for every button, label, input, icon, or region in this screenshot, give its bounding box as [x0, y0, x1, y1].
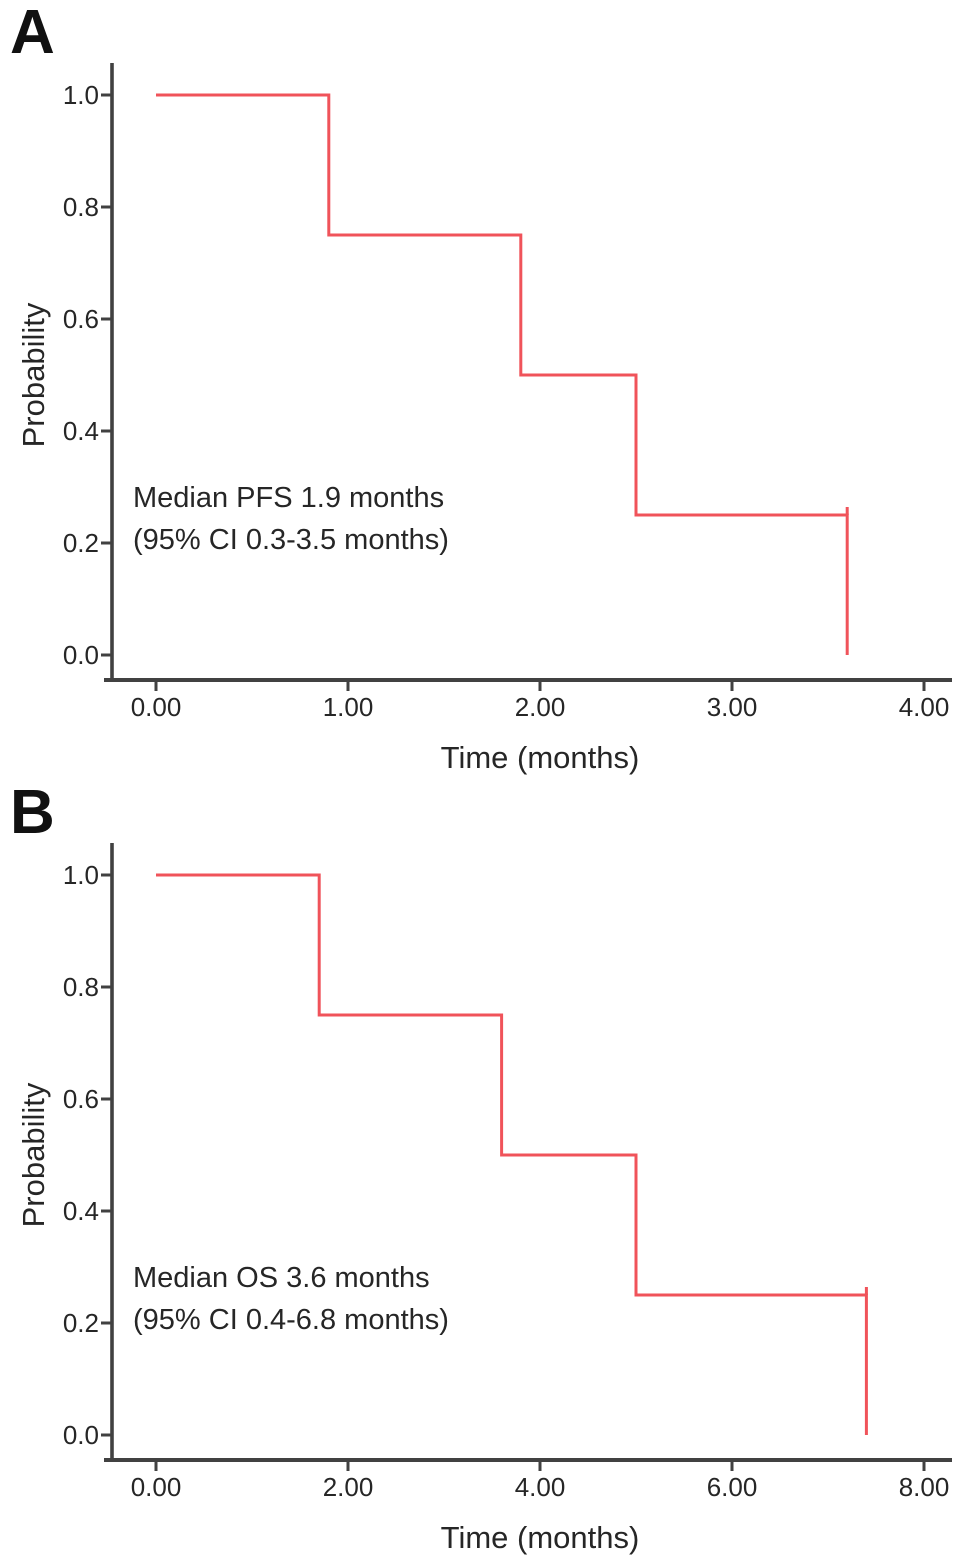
x-tick-label: 3.00	[707, 692, 758, 722]
x-tick-label: 0.00	[131, 1472, 182, 1502]
x-tick-label: 2.00	[515, 692, 566, 722]
y-axis-title: Probability	[16, 1082, 51, 1227]
median-annotation-line1: Median OS 3.6 months	[133, 1262, 430, 1294]
survival-curve	[156, 873, 868, 1435]
x-tick-label: 0.00	[131, 692, 182, 722]
y-tick-label: 0.0	[63, 640, 99, 670]
y-tick-label: 1.0	[63, 80, 99, 110]
median-annotation-line2: (95% CI 0.4-6.8 months)	[133, 1304, 449, 1336]
x-tick-label: 4.00	[515, 1472, 566, 1502]
y-tick-label: 0.6	[63, 1084, 99, 1114]
y-tick-label: 1.0	[63, 860, 99, 890]
y-tick-label: 0.8	[63, 192, 99, 222]
x-tick-label: 1.00	[323, 692, 374, 722]
median-annotation-line2: (95% CI 0.3-3.5 months)	[133, 524, 449, 556]
x-axis-title: Time (months)	[441, 1520, 640, 1555]
panel-a-letter: A	[10, 0, 56, 67]
y-tick-label: 0.2	[63, 1308, 99, 1338]
x-tick-label: 2.00	[323, 1472, 374, 1502]
panel-b-letter: B	[10, 778, 56, 847]
y-tick-label: 0.2	[63, 528, 99, 558]
x-tick-label: 4.00	[899, 692, 950, 722]
panel-a: 0.0 0.2 0.4 0.6 0.8 1.0 0.00 1.00 2.00 3.00 4.00 Ti…	[10, 0, 952, 775]
km-chart-os: 0.0 0.2 0.4 0.6 0.8 1.0 0.00 2.00 4.00 6.00 8.00 Ti…	[16, 843, 952, 1555]
x-tick-label: 6.00	[707, 1472, 758, 1502]
x-axis-title: Time (months)	[441, 740, 640, 775]
y-tick-label: 0.6	[63, 304, 99, 334]
y-tick-label: 0.8	[63, 972, 99, 1002]
y-tick-label: 0.0	[63, 1420, 99, 1450]
y-axis-title: Probability	[16, 302, 51, 447]
y-tick-label: 0.4	[63, 1196, 99, 1226]
y-tick-label: 0.4	[63, 416, 99, 446]
x-tick-label: 8.00	[899, 1472, 950, 1502]
survival-curve	[156, 93, 849, 655]
km-chart-pfs: 0.0 0.2 0.4 0.6 0.8 1.0 0.00 1.00 2.00 3.00 4.00 Ti…	[16, 63, 952, 775]
panel-b: 0.0 0.2 0.4 0.6 0.8 1.0 0.00 2.00 4.00 6.00 8.00 Ti…	[0, 780, 969, 1560]
median-annotation-line1: Median PFS 1.9 months	[133, 482, 444, 514]
